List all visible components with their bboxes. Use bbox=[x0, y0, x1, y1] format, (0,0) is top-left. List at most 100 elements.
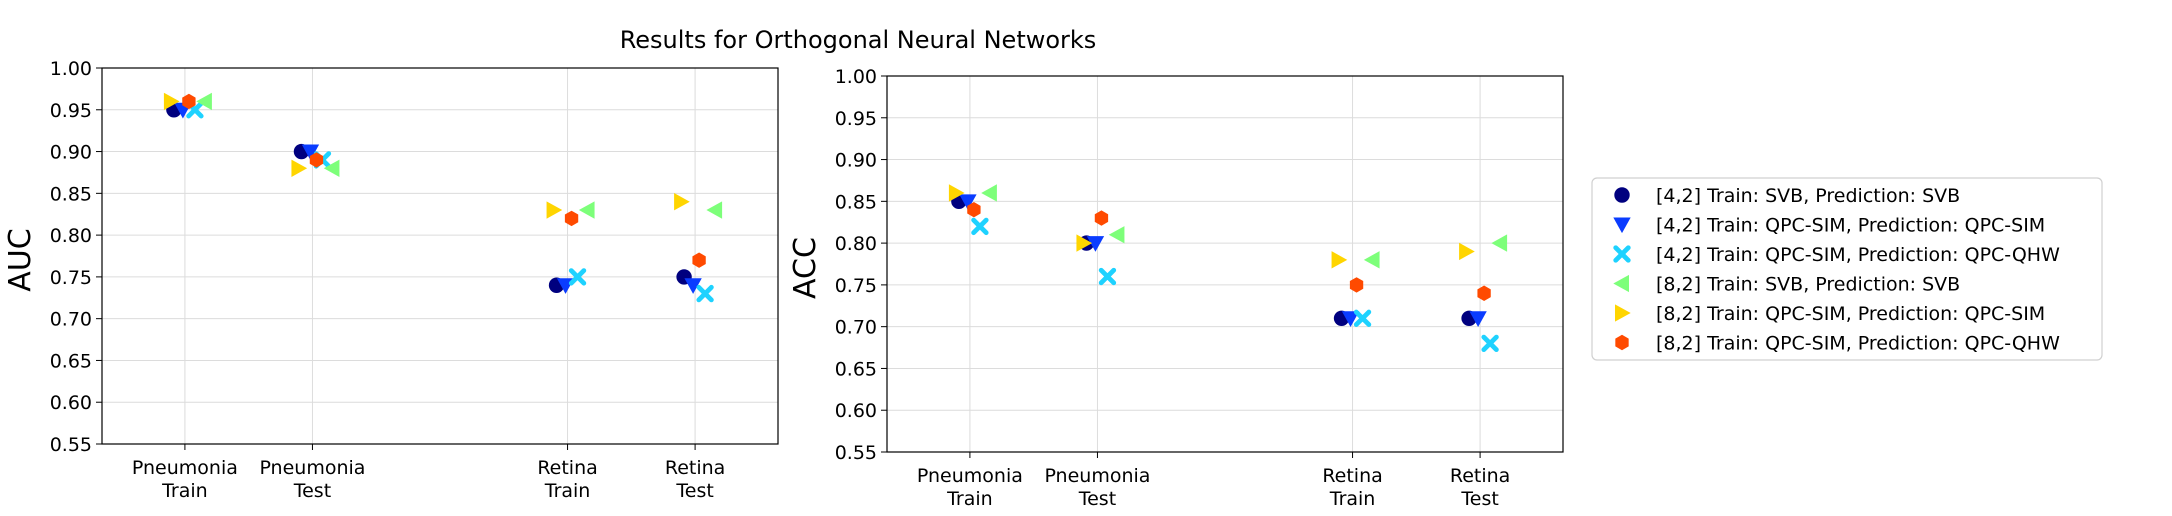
x-tick-label: Retina bbox=[537, 457, 597, 479]
data-point bbox=[1341, 311, 1360, 327]
y-tick-label: 0.55 bbox=[50, 434, 92, 456]
x-tick-label: Train bbox=[544, 480, 591, 502]
y-tick-label: 0.85 bbox=[50, 183, 92, 205]
x-tick-label: Pneumonia bbox=[1044, 465, 1150, 487]
data-point bbox=[1353, 309, 1372, 327]
data-point bbox=[1349, 277, 1364, 293]
data-point bbox=[674, 193, 690, 211]
series-0 bbox=[166, 102, 692, 293]
y-tick-label: 0.95 bbox=[835, 108, 877, 130]
x-tick-label: Retina bbox=[1322, 465, 1382, 487]
data-point bbox=[182, 93, 196, 110]
x-tick-label: Train bbox=[1329, 488, 1376, 510]
data-point bbox=[163, 92, 180, 111]
x-tick-label: Pneumonia bbox=[917, 465, 1023, 487]
y-tick-label: 0.95 bbox=[50, 100, 92, 122]
data-point bbox=[1331, 251, 1348, 269]
y-tick-label: 0.70 bbox=[50, 309, 92, 331]
legend-entry: [8,2] Train: QPC-SIM, Prediction: QPC-QH… bbox=[1615, 333, 2060, 355]
x-tick-label: Test bbox=[675, 480, 713, 502]
series-2 bbox=[186, 101, 714, 303]
y-tick-label: 0.65 bbox=[835, 358, 877, 380]
legend-label: [8,2] Train: QPC-SIM, Prediction: QPC-QH… bbox=[1656, 333, 2060, 355]
series-1 bbox=[959, 194, 1487, 327]
legend-entry: [4,2] Train: QPC-SIM, Prediction: QPC-QH… bbox=[1613, 244, 2060, 266]
data-point bbox=[692, 252, 706, 268]
axes-frame bbox=[886, 75, 1564, 453]
legend-entry: [4,2] Train: SVB, Prediction: SVB bbox=[1614, 185, 1960, 207]
legend-entry: [4,2] Train: QPC-SIM, Prediction: QPC-SI… bbox=[1613, 215, 2045, 237]
y-axis-label: ACC bbox=[788, 237, 823, 299]
data-point bbox=[1076, 234, 1093, 252]
y-tick-label: 0.55 bbox=[835, 442, 877, 464]
legend-marker bbox=[1615, 304, 1631, 322]
data-point bbox=[684, 278, 702, 294]
y-tick-label: 0.80 bbox=[50, 225, 92, 247]
y-tick-label: 0.65 bbox=[50, 350, 92, 372]
legend-marker bbox=[1613, 245, 1631, 263]
data-point bbox=[1086, 236, 1105, 252]
data-point bbox=[967, 201, 981, 218]
legend-label: [4,2] Train: QPC-SIM, Prediction: QPC-QH… bbox=[1656, 244, 2060, 266]
data-point bbox=[981, 184, 997, 202]
data-point bbox=[1469, 311, 1487, 327]
grid bbox=[102, 67, 778, 445]
x-tick-label: Retina bbox=[665, 457, 725, 479]
y-tick-label: 1.00 bbox=[50, 58, 92, 80]
data-point bbox=[1363, 251, 1380, 269]
y-tick-label: 0.75 bbox=[50, 267, 92, 289]
x-tick-label: Test bbox=[293, 480, 331, 502]
y-tick-label: 0.75 bbox=[835, 275, 877, 297]
auc-panel: 0.55 0.60 0.65 0.70 0.75 0.80 0.85 0.90 0.95 1.00… bbox=[3, 58, 779, 502]
legend-label: [4,2] Train: QPC-SIM, Prediction: QPC-SI… bbox=[1656, 215, 2045, 237]
data-point bbox=[959, 194, 977, 211]
legend-entry: [8,2] Train: SVB, Prediction: SVB bbox=[1613, 274, 1960, 296]
legend-entry: [8,2] Train: QPC-SIM, Prediction: QPC-SI… bbox=[1615, 303, 2045, 325]
series-5 bbox=[967, 201, 1491, 301]
data-point bbox=[301, 144, 320, 161]
data-point bbox=[309, 152, 324, 168]
series-3 bbox=[981, 184, 1508, 269]
y-tick-label: 0.60 bbox=[835, 400, 877, 422]
data-point bbox=[696, 284, 714, 303]
data-point bbox=[291, 159, 308, 177]
data-point bbox=[578, 201, 595, 219]
series-2 bbox=[971, 217, 1499, 353]
series-3 bbox=[196, 92, 723, 219]
data-point bbox=[948, 184, 965, 202]
figure-title: Results for Orthogonal Neural Networks bbox=[620, 26, 1097, 54]
x-tick-label: Test bbox=[1078, 488, 1116, 510]
axes-frame bbox=[101, 67, 779, 445]
y-tick-label: 1.00 bbox=[835, 66, 877, 88]
legend-frame bbox=[1591, 177, 2103, 361]
series-4 bbox=[163, 92, 690, 219]
y-axis-label: AUC bbox=[3, 228, 38, 291]
data-point bbox=[568, 268, 587, 286]
y-tick-label: 0.70 bbox=[835, 317, 877, 339]
data-point bbox=[196, 92, 212, 111]
data-point bbox=[1108, 226, 1125, 244]
x-tick-label: Pneumonia bbox=[132, 457, 238, 479]
series-4 bbox=[948, 184, 1475, 269]
series-5 bbox=[182, 93, 706, 268]
y-tick-label: 0.60 bbox=[50, 392, 92, 414]
y-tick-label: 0.85 bbox=[835, 191, 877, 213]
series-0 bbox=[951, 193, 1477, 327]
x-tick-label: Train bbox=[946, 488, 993, 510]
legend-marker bbox=[1614, 187, 1630, 203]
y-tick-label: 0.80 bbox=[835, 233, 877, 255]
x-tick-label: Test bbox=[1460, 488, 1498, 510]
legend-marker bbox=[1613, 217, 1631, 234]
x-tick-label: Train bbox=[161, 480, 208, 502]
data-point bbox=[546, 201, 563, 219]
data-point bbox=[1094, 210, 1109, 226]
data-point bbox=[323, 159, 340, 177]
y-tick-label: 0.90 bbox=[50, 142, 92, 164]
x-tick-label: Retina bbox=[1450, 465, 1510, 487]
data-point bbox=[1477, 285, 1491, 301]
legend-label: [4,2] Train: SVB, Prediction: SVB bbox=[1656, 185, 1960, 207]
series-1 bbox=[174, 102, 702, 294]
data-point bbox=[1459, 242, 1475, 261]
legend-label: [8,2] Train: QPC-SIM, Prediction: QPC-SI… bbox=[1656, 303, 2045, 325]
